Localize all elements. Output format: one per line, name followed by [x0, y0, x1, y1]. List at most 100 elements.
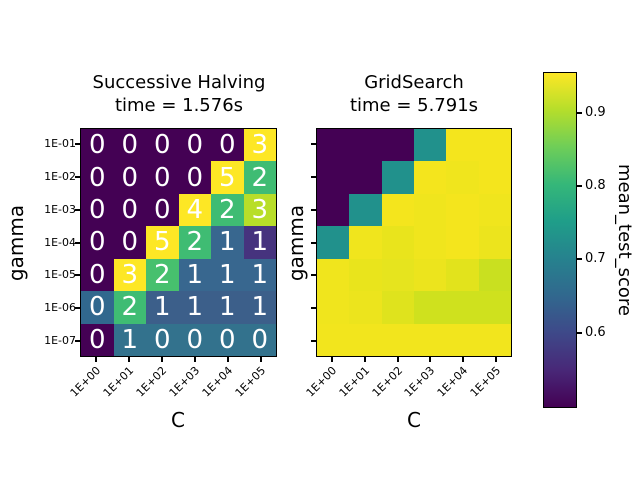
heatmap-cell: 0: [81, 323, 114, 356]
heatmap-cell: [349, 129, 382, 162]
heatmap-cell: [446, 193, 479, 227]
heatmap-cell: 0: [211, 323, 244, 356]
heatmap-cell: 0: [211, 129, 244, 162]
heatmap-cell: 1: [178, 258, 211, 292]
heatmap-cell: [381, 129, 414, 162]
heatmap-cell: [381, 226, 414, 259]
heatmap-cell: 0: [81, 226, 114, 259]
heatmap-cell: 4: [178, 193, 211, 227]
heatmap-cell: [478, 226, 511, 259]
colorbar-tick-mark: [577, 184, 582, 187]
heatmap-cell: 2: [243, 161, 276, 194]
heatmap-cell: [446, 291, 479, 324]
heatmap-cell: 1: [146, 291, 179, 324]
left-plot-title-line2: time = 1.576s: [114, 95, 244, 116]
heatmap-cell: [349, 226, 382, 259]
x-tick-mark: [95, 357, 98, 362]
y-tick-mark: [311, 274, 316, 277]
heatmap-cell: [478, 193, 511, 227]
heatmap-cell: 1: [211, 258, 244, 292]
x-tick-mark: [259, 357, 262, 362]
x-tick-mark: [462, 357, 464, 362]
right-heatmap: [316, 128, 512, 357]
x-tick-mark: [364, 357, 366, 362]
y-tick-mark: [311, 208, 316, 211]
y-tick-mark: [311, 143, 316, 146]
colorbar-tick-mark: [577, 331, 582, 334]
x-tick-mark: [161, 357, 164, 362]
heatmap-cell: 0: [81, 161, 114, 194]
heatmap-cell: [478, 161, 511, 194]
heatmap-cell: [349, 291, 382, 324]
y-tick-mark: [75, 274, 80, 277]
heatmap-cell: 1: [178, 291, 211, 324]
x-tick-mark: [193, 357, 196, 362]
right-xlabel: C: [407, 408, 421, 432]
y-tick-mark: [311, 241, 316, 244]
y-tick-mark: [75, 241, 80, 244]
heatmap-cell: [478, 129, 511, 162]
heatmap-cell: 1: [243, 291, 276, 324]
heatmap-cell: 0: [81, 193, 114, 227]
heatmap-cell: 2: [146, 258, 179, 292]
y-tick-mark: [75, 306, 80, 309]
colorbar-tick-label: 0.9: [585, 104, 606, 120]
heatmap-cell: [317, 161, 350, 194]
y-tick-label: 1E-03: [44, 202, 76, 216]
right-ylabel: gamma: [284, 204, 308, 282]
heatmap-cell: 0: [81, 291, 114, 324]
heatmap-cell: 1: [211, 291, 244, 324]
left-plot-title-line1: Successive Halving: [92, 72, 266, 93]
colorbar-tick-label: 0.6: [585, 324, 606, 340]
heatmap-cell: [317, 226, 350, 259]
y-tick-mark: [311, 339, 316, 342]
heatmap-cell: 1: [243, 258, 276, 292]
heatmap-cell: [317, 291, 350, 324]
heatmap-cell: [381, 258, 414, 292]
heatmap-cell: 3: [243, 193, 276, 227]
y-tick-label: 1E-04: [44, 235, 76, 249]
heatmap-cell: [446, 226, 479, 259]
heatmap-cell: 2: [178, 226, 211, 259]
heatmap-cell: 5: [211, 161, 244, 194]
heatmap-cell: 2: [211, 193, 244, 227]
heatmap-cell: [446, 258, 479, 292]
left-xlabel: C: [171, 408, 185, 432]
heatmap-cell: 0: [146, 193, 179, 227]
heatmap-cell: [413, 129, 447, 162]
heatmap-cell: [478, 258, 511, 292]
heatmap-cell: [349, 193, 382, 227]
heatmap-cell: 0: [113, 161, 146, 194]
y-tick-mark: [75, 208, 80, 211]
heatmap-cell: [478, 291, 511, 324]
colorbar: [543, 72, 577, 408]
heatmap-cell: [413, 258, 447, 292]
x-tick-mark: [331, 357, 334, 362]
heatmap-cell: [446, 129, 479, 162]
heatmap-cell: [317, 129, 350, 162]
heatmap-cell: 1: [243, 226, 276, 259]
heatmap-cell: [317, 323, 350, 356]
y-tick-label: 1E-01: [44, 137, 76, 151]
heatmap-cell: [413, 193, 447, 227]
heatmap-cell: [381, 291, 414, 324]
heatmap-cell: [349, 161, 382, 194]
right-plot-title: GridSearch time = 5.791s: [314, 71, 514, 117]
y-tick-mark: [311, 306, 316, 309]
heatmap-cell: 5: [146, 226, 179, 259]
heatmap-cell: 0: [178, 323, 211, 356]
y-tick-label: 1E-02: [44, 170, 76, 184]
y-tick-mark: [311, 176, 316, 179]
x-tick-mark: [396, 357, 399, 362]
heatmap-cell: 0: [81, 129, 114, 162]
heatmap-cell: [381, 193, 414, 227]
colorbar-label: mean_test_score: [614, 164, 635, 316]
heatmap-cell: 0: [146, 161, 179, 194]
heatmap-cell: [381, 161, 414, 194]
colorbar-tick-mark: [577, 111, 582, 114]
x-tick-mark: [226, 357, 229, 362]
y-tick-label: 1E-06: [44, 300, 76, 314]
heatmap-cell: 3: [243, 129, 276, 162]
heatmap-cell: [413, 323, 447, 356]
